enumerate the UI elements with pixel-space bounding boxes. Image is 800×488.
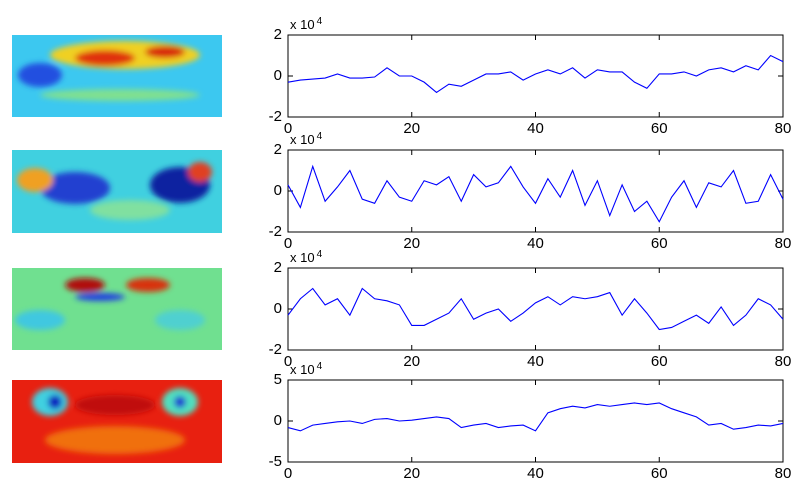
heatmap [12, 380, 222, 463]
x-tick-label: 40 [527, 353, 544, 370]
x-tick-label: 40 [527, 235, 544, 252]
x-tick-label: 80 [775, 465, 792, 482]
y-tick-label: 2 [274, 259, 282, 276]
x-tick-label: 0 [284, 353, 292, 370]
y-tick-label: -2 [269, 341, 282, 358]
y-tick-label: 2 [274, 26, 282, 43]
y-tick-label: 2 [274, 141, 282, 158]
x-tick-label: 20 [403, 235, 420, 252]
x-tick-label: 0 [284, 235, 292, 252]
data-line [287, 402, 784, 432]
heatmap [12, 35, 222, 117]
y-tick-label: 5 [274, 371, 282, 388]
exponent-base: x 10 [290, 17, 315, 32]
x-tick-label: 20 [403, 465, 420, 482]
heatmap [12, 268, 222, 350]
exponent-power: 4 [317, 249, 323, 260]
x-tick-label: 0 [284, 120, 292, 137]
plot-area [287, 379, 784, 463]
x-tick-label: 20 [403, 120, 420, 137]
data-line [287, 54, 784, 94]
y-tick-label: -2 [269, 108, 282, 125]
y-tick-label: 0 [274, 67, 282, 84]
exponent-power: 4 [317, 16, 323, 27]
x-tick-label: 60 [651, 465, 668, 482]
data-line [287, 287, 784, 331]
exponent-label: x 10 4 [290, 16, 323, 33]
x-tick-label: 80 [775, 353, 792, 370]
y-tick-label: -5 [269, 453, 282, 470]
y-tick-label: -2 [269, 223, 282, 240]
x-tick-label: 40 [527, 120, 544, 137]
exponent-power: 4 [317, 131, 323, 142]
x-tick-label: 40 [527, 465, 544, 482]
data-line [287, 164, 784, 223]
y-tick-label: 0 [274, 182, 282, 199]
x-tick-label: 60 [651, 120, 668, 137]
x-tick-label: 80 [775, 235, 792, 252]
heatmap [12, 150, 222, 233]
x-tick-label: 60 [651, 235, 668, 252]
exponent-base: x 10 [290, 362, 315, 377]
x-tick-label: 60 [651, 353, 668, 370]
plot-area [287, 267, 784, 351]
x-tick-label: 80 [775, 120, 792, 137]
exponent-label: x 10 4 [290, 131, 323, 148]
exponent-base: x 10 [290, 250, 315, 265]
exponent-label: x 10 4 [290, 361, 323, 378]
plot-area [287, 149, 784, 233]
exponent-base: x 10 [290, 132, 315, 147]
y-tick-label: 0 [274, 412, 282, 429]
exponent-label: x 10 4 [290, 249, 323, 266]
y-tick-label: 0 [274, 300, 282, 317]
plot-area [287, 34, 784, 118]
x-tick-label: 20 [403, 353, 420, 370]
exponent-power: 4 [317, 361, 323, 372]
x-tick-label: 0 [284, 465, 292, 482]
